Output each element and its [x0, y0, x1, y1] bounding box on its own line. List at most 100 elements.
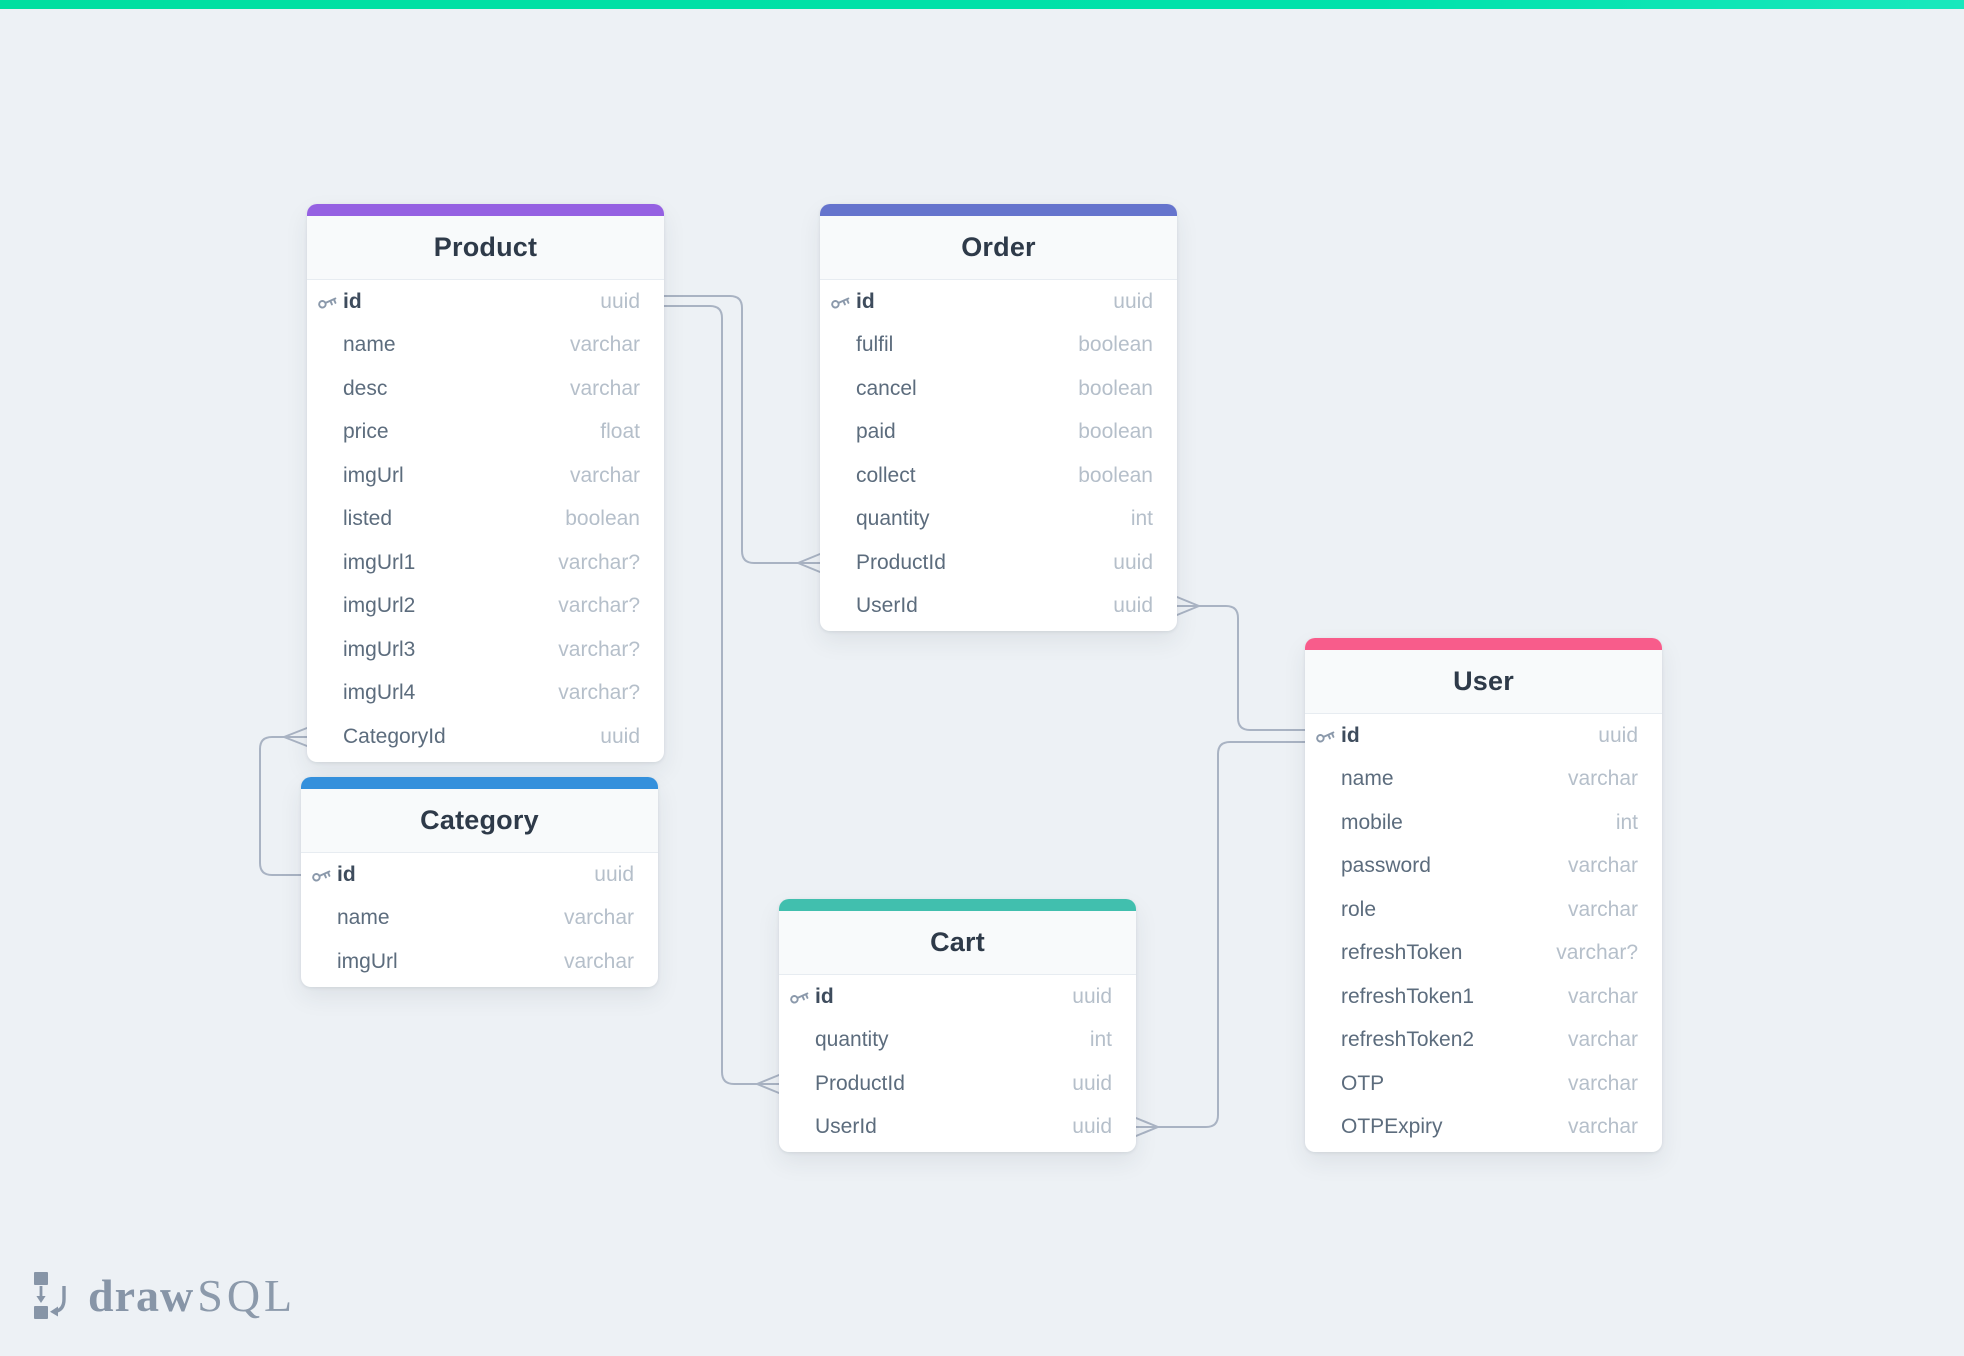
table-accent-bar	[307, 204, 664, 216]
table-row: imgUrl varchar	[301, 940, 658, 984]
field-type: boolean	[1078, 333, 1153, 357]
table-row: ProductId uuid	[779, 1062, 1136, 1106]
field-type: varchar	[1567, 984, 1638, 1008]
field-type: varchar?	[558, 550, 640, 574]
field-type: uuid	[1072, 1071, 1112, 1095]
table-row: name varchar	[301, 897, 658, 941]
field-type: uuid	[600, 724, 640, 748]
field-type: varchar?	[558, 681, 640, 705]
field-type: uuid	[1072, 1115, 1112, 1139]
field-name: OTPExpiry	[1341, 1115, 1443, 1139]
table-title: Product	[433, 232, 538, 262]
table-row: quantity int	[779, 1019, 1136, 1063]
table-category[interactable]: Category id uuid name varchar imgUrl varchar	[301, 777, 658, 987]
field-type: varchar	[1567, 1028, 1638, 1052]
field-name: name	[337, 906, 390, 930]
field-type: varchar	[1567, 854, 1638, 878]
field-type: uuid	[594, 862, 634, 886]
table-row: id uuid	[307, 280, 664, 324]
table-row: desc varchar	[307, 367, 664, 411]
table-row: id uuid	[1305, 714, 1662, 758]
table-title: Cart	[930, 927, 985, 957]
crow-foot-cart-productid	[756, 1074, 780, 1094]
field-type: varchar	[569, 376, 640, 400]
field-name: refreshToken2	[1341, 1028, 1475, 1052]
primary-key-icon	[1314, 724, 1337, 747]
field-name: price	[343, 420, 389, 444]
table-row: refreshToken1 varchar	[1305, 975, 1662, 1019]
field-type: int	[1130, 507, 1153, 531]
field-name: imgUrl3	[343, 637, 416, 661]
field-list: id uuid name varchar mobile int password varcha…	[1305, 714, 1662, 1152]
field-list: id uuid name varchar desc varchar price float im…	[307, 280, 664, 762]
field-name: listed	[343, 507, 393, 531]
table-row: ProductId uuid	[820, 541, 1177, 585]
table-row: UserId uuid	[779, 1106, 1136, 1150]
table-header: Product	[307, 216, 664, 280]
field-type: boolean	[1078, 420, 1153, 444]
field-type: varchar?	[558, 637, 640, 661]
table-header: Order	[820, 216, 1177, 280]
relationship-product-order	[663, 295, 821, 573]
field-name: password	[1341, 854, 1431, 878]
table-row: imgUrl1 varchar?	[307, 541, 664, 585]
field-type: uuid	[1113, 289, 1153, 313]
table-row: imgUrl4 varchar?	[307, 672, 664, 716]
field-name: ProductId	[856, 550, 946, 574]
field-name: imgUrl	[337, 949, 398, 973]
table-header: User	[1305, 650, 1662, 714]
field-type: float	[600, 420, 640, 444]
table-product[interactable]: Product id uuid name varchar desc varchar pric…	[307, 204, 664, 762]
field-name: fulfil	[856, 333, 894, 357]
field-type: varchar	[1567, 1071, 1638, 1095]
table-row: mobile int	[1305, 801, 1662, 845]
field-name: id	[856, 289, 875, 313]
table-order[interactable]: Order id uuid fulfil boolean cancel boolean pa…	[820, 204, 1177, 631]
field-type: varchar?	[558, 594, 640, 618]
drawsql-logo-icon	[34, 1272, 66, 1319]
field-name: id	[343, 289, 362, 313]
table-row: name varchar	[307, 324, 664, 368]
table-row: paid boolean	[820, 411, 1177, 455]
field-name: id	[1341, 723, 1360, 747]
primary-key-icon	[316, 290, 339, 313]
field-type: varchar	[569, 463, 640, 487]
drawsql-watermark-link[interactable]: draw SQL	[30, 1272, 296, 1320]
field-list: id uuid name varchar imgUrl varchar	[301, 853, 658, 987]
table-row: role varchar	[1305, 888, 1662, 932]
field-type: varchar	[1567, 767, 1638, 791]
crow-foot-product-categoryid	[283, 727, 308, 747]
relationship-order-user	[1176, 596, 1306, 731]
field-name: paid	[856, 420, 896, 444]
field-name: imgUrl2	[343, 594, 416, 618]
field-type: boolean	[565, 507, 640, 531]
table-row: id uuid	[779, 975, 1136, 1019]
field-type: int	[1089, 1028, 1112, 1052]
table-row: price float	[307, 411, 664, 455]
field-name: CategoryId	[343, 724, 446, 748]
field-name: refreshToken1	[1341, 984, 1475, 1008]
table-row: imgUrl varchar	[307, 454, 664, 498]
field-name: UserId	[815, 1115, 877, 1139]
relationship-product-cart	[663, 305, 780, 1094]
field-name: collect	[856, 463, 916, 487]
table-row: OTP varchar	[1305, 1062, 1662, 1106]
field-type: varchar	[563, 906, 634, 930]
table-user[interactable]: User id uuid name varchar mobile int password v…	[1305, 638, 1662, 1152]
logo-text-draw: draw	[88, 1270, 195, 1321]
table-cart[interactable]: Cart id uuid quantity int ProductId uuid UserI…	[779, 899, 1136, 1152]
table-row: UserId uuid	[820, 585, 1177, 629]
field-name: mobile	[1341, 810, 1403, 834]
field-name: id	[337, 862, 356, 886]
field-name: refreshToken	[1341, 941, 1463, 965]
field-name: role	[1341, 897, 1377, 921]
table-row: fulfil boolean	[820, 324, 1177, 368]
table-row: refreshToken varchar?	[1305, 932, 1662, 976]
field-type: boolean	[1078, 463, 1153, 487]
table-row: id uuid	[820, 280, 1177, 324]
table-accent-bar	[820, 204, 1177, 216]
primary-key-icon	[788, 985, 811, 1008]
primary-key-icon	[829, 290, 852, 313]
table-title: User	[1453, 666, 1514, 696]
field-name: imgUrl1	[343, 550, 416, 574]
